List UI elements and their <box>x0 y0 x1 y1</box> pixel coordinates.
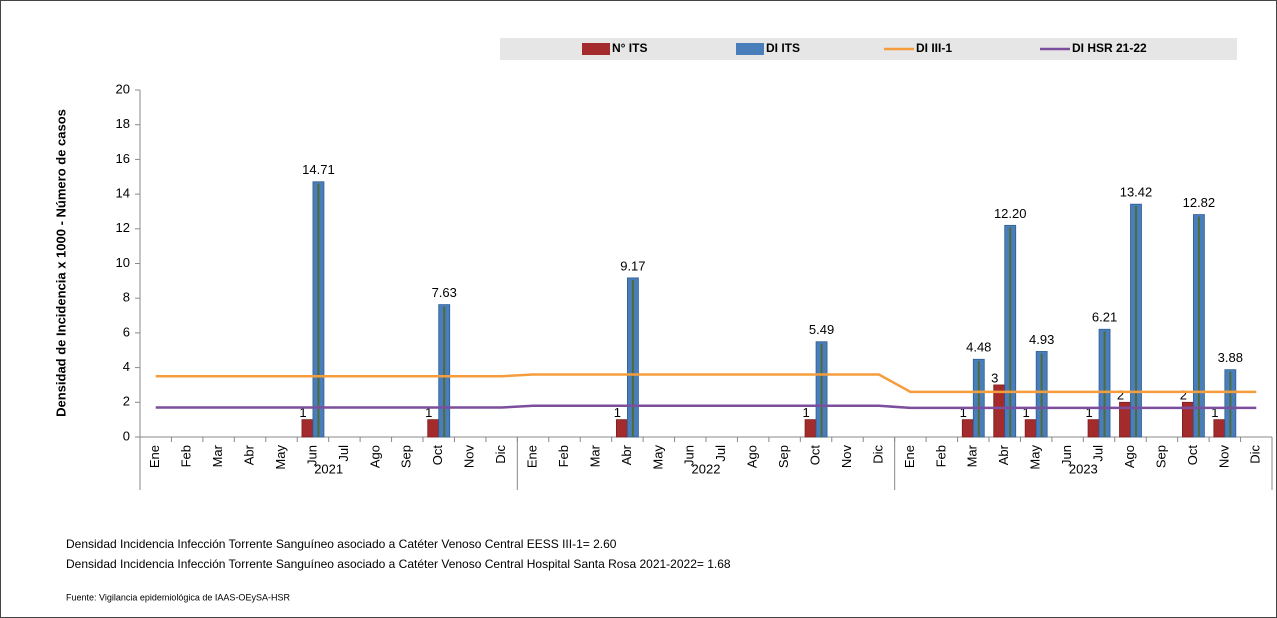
y-tick-label: 16 <box>116 151 130 166</box>
x-tick-label: Oct <box>807 445 822 466</box>
line <box>155 404 1257 410</box>
line <box>155 373 1257 394</box>
x-tick-label: Oct <box>1185 445 1200 466</box>
x-tick-label: Ago <box>367 445 382 468</box>
x-tick-label: Feb <box>179 445 194 467</box>
data-label: 2 <box>1117 388 1124 403</box>
x-tick-label: Mar <box>965 444 980 467</box>
bar <box>301 419 314 438</box>
x-tick-label: Sep <box>1153 445 1168 468</box>
x-tick-label: Jul <box>336 445 351 462</box>
x-tick-label: May <box>650 445 665 470</box>
data-label: 3.88 <box>1218 350 1243 365</box>
legend-label: DI III-1 <box>916 41 952 55</box>
data-label: 1 <box>425 405 432 420</box>
y-axis-label: Densidad de Incidencia x 1000 - Número d… <box>53 109 68 417</box>
x-tick-label: Ago <box>1122 445 1137 468</box>
x-tick-label: Dic <box>870 445 885 464</box>
x-tick-label: Feb <box>556 445 571 467</box>
data-label: 1 <box>1023 405 1030 420</box>
data-label: 1 <box>802 405 809 420</box>
x-tick-label: Ene <box>147 445 162 468</box>
x-tick-label: Jul <box>713 445 728 462</box>
data-label: 9.17 <box>620 258 645 273</box>
bar <box>427 419 440 438</box>
data-label: 1 <box>1085 405 1092 420</box>
x-tick-label: Jul <box>1090 445 1105 462</box>
x-tick-label: Abr <box>996 444 1011 465</box>
data-label: 1 <box>1211 405 1218 420</box>
legend-background <box>500 38 1237 60</box>
data-label: 4.93 <box>1029 332 1054 347</box>
bar <box>804 419 817 438</box>
y-tick-label: 14 <box>116 186 130 201</box>
x-tick-label: Mar <box>587 444 602 467</box>
group-label: 2021 <box>314 461 343 476</box>
y-tick-label: 20 <box>116 81 130 96</box>
legend-swatch <box>582 43 610 55</box>
note: Densidad Incidencia Infección Torrente S… <box>66 537 617 551</box>
data-label: 6.21 <box>1092 310 1117 325</box>
bar <box>1024 419 1037 438</box>
x-tick-label: Feb <box>933 445 948 467</box>
data-label: 12.20 <box>994 206 1027 221</box>
data-label: 1 <box>299 405 306 420</box>
data-label: 1 <box>960 405 967 420</box>
x-tick-label: Sep <box>399 445 414 468</box>
x-tick-label: Oct <box>430 445 445 466</box>
x-tick-label: Ene <box>902 445 917 468</box>
note: Densidad Incidencia Infección Torrente S… <box>66 557 731 571</box>
y-tick-label: 12 <box>116 220 130 235</box>
x-tick-label: Ago <box>745 445 760 468</box>
y-tick-label: 0 <box>123 428 130 443</box>
x-tick-label: Nov <box>462 445 477 469</box>
y-tick-label: 18 <box>116 116 130 131</box>
data-label: 13.42 <box>1120 185 1153 200</box>
legend-label: DI ITS <box>766 41 800 55</box>
x-tick-label: Mar <box>210 444 225 467</box>
x-tick-label: May <box>1028 445 1043 470</box>
x-tick-label: Dic <box>1248 445 1263 464</box>
data-label: 4.48 <box>966 340 991 355</box>
x-tick-label: Ene <box>524 445 539 468</box>
x-tick-label: Jun <box>1059 445 1074 466</box>
data-label: 12.82 <box>1183 195 1216 210</box>
y-tick-label: 10 <box>116 255 130 270</box>
x-tick-label: Abr <box>619 444 634 465</box>
y-tick-label: 8 <box>123 290 130 305</box>
bar <box>1087 419 1100 438</box>
source: Fuente: Vigilancia epidemiológica de IAA… <box>66 592 290 602</box>
group-label: 2022 <box>692 461 721 476</box>
data-label: 3 <box>991 370 998 385</box>
x-tick-label: Abr <box>241 444 256 465</box>
bar <box>1213 419 1226 438</box>
x-tick-label: Jun <box>304 445 319 466</box>
y-tick-label: 2 <box>123 394 130 409</box>
data-label: 1 <box>614 405 621 420</box>
x-tick-label: Jun <box>682 445 697 466</box>
legend-swatch <box>736 43 764 55</box>
data-label: 14.71 <box>302 162 335 177</box>
x-tick-label: Nov <box>839 445 854 469</box>
x-tick-label: Sep <box>776 445 791 468</box>
y-tick-label: 4 <box>123 359 130 374</box>
legend-label: DI HSR 21-22 <box>1072 41 1147 55</box>
x-tick-label: May <box>273 445 288 470</box>
data-label: 5.49 <box>809 322 834 337</box>
legend-label: N° ITS <box>612 41 647 55</box>
bar <box>615 419 628 438</box>
x-tick-label: Dic <box>493 445 508 464</box>
data-label: 7.63 <box>432 285 457 300</box>
data-label: 2 <box>1180 388 1187 403</box>
x-tick-label: Nov <box>1216 445 1231 469</box>
bar <box>961 419 974 438</box>
y-tick-label: 6 <box>123 324 130 339</box>
group-label: 2023 <box>1069 461 1098 476</box>
